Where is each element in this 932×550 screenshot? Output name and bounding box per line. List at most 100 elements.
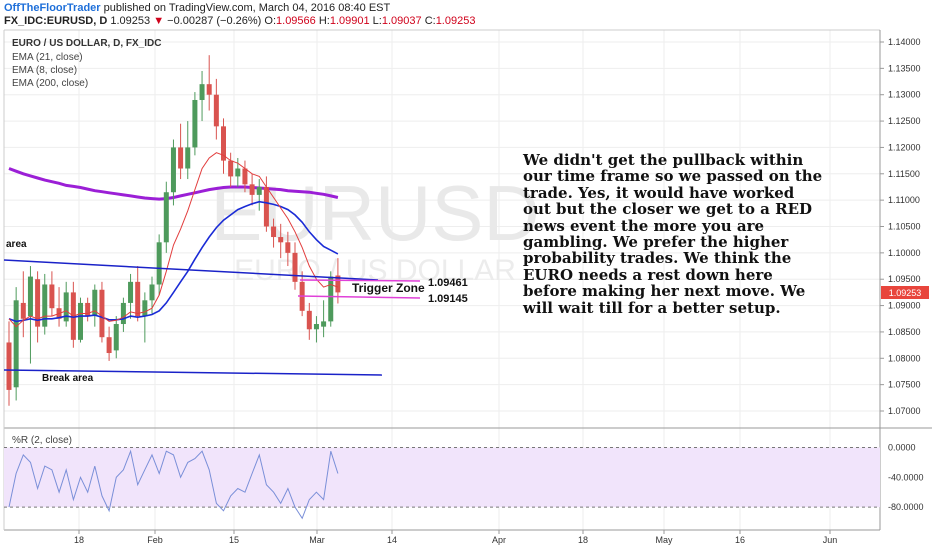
last-price: 1.09253 (110, 15, 151, 27)
candle-body (156, 242, 162, 285)
symbol-legend[interactable]: EURO / US DOLLAR, D, FX_IDC (12, 38, 162, 49)
price-tick-label: 1.07000 (888, 406, 921, 416)
wr-tick-label: -80.0000 (888, 502, 924, 512)
time-tick-label: Mar (309, 535, 325, 545)
candle-body (256, 186, 262, 195)
trigger-low-line[interactable] (297, 295, 421, 299)
open-label: O: (264, 15, 277, 27)
candle-body (306, 310, 312, 330)
candle-body (271, 226, 277, 238)
candle-body (6, 342, 12, 390)
break-area-line[interactable] (3, 369, 383, 376)
candle-body (263, 186, 269, 227)
candle-body (120, 302, 126, 325)
candle-body (106, 337, 112, 354)
grid (4, 30, 880, 530)
candle-body (13, 300, 19, 388)
close-value: 1.09253 (435, 15, 476, 27)
ema8-line (8, 152, 339, 328)
candle-body (185, 147, 191, 169)
candle-body (278, 237, 284, 243)
time-tick-label: 18 (74, 535, 84, 545)
author-link[interactable]: OffTheFloorTrader (4, 2, 101, 14)
candle-body (199, 84, 205, 100)
candle-body (49, 284, 55, 309)
candle-body (328, 276, 334, 322)
time-tick-label: 14 (387, 535, 397, 545)
time-tick-label: 16 (735, 535, 745, 545)
last-price-tag (881, 286, 929, 299)
candle-body (35, 279, 41, 327)
price-tick-label: 1.07500 (888, 380, 921, 390)
candle-body (206, 84, 212, 95)
candle-body (313, 324, 319, 330)
level-low-label: 1.09145 (428, 293, 468, 305)
open-value: 1.09566 (276, 15, 316, 27)
change-arrow-icon: ▼ (153, 15, 165, 27)
price-tick-label: 1.13500 (888, 63, 921, 73)
analysis-note: We didn't get the pullback within our ti… (523, 151, 823, 317)
candle-body (335, 275, 341, 293)
trigger-high-line[interactable] (299, 279, 421, 282)
area-label: area (6, 239, 27, 250)
candle-body (149, 284, 155, 301)
chart-header: OffTheFloorTrader published on TradingVi… (0, 0, 932, 30)
price-tick-label: 1.09500 (888, 274, 921, 284)
candle-body (178, 147, 184, 169)
wr-tick-label: -40.0000 (888, 472, 924, 482)
resistance-trendline[interactable] (3, 259, 379, 281)
low-label: L: (372, 15, 382, 27)
price-axis[interactable]: 1.14000 1.13500 1.13000 1.12500 1.12000 1.115… (880, 37, 921, 416)
price-tick-label: 1.11500 (888, 169, 920, 179)
wr-axis: 0.0000 -40.0000 -80.0000 (888, 442, 924, 512)
williams-r-line (8, 449, 339, 520)
price-tick-label: 1.13000 (888, 90, 921, 100)
high-value: 1.09901 (329, 15, 370, 27)
candle-body (235, 168, 241, 177)
candles (6, 55, 341, 406)
price-tick-label: 1.14000 (888, 37, 921, 47)
wr-tick-label: 0.0000 (888, 442, 916, 452)
close-label: C: (424, 15, 436, 27)
candle-body (221, 126, 226, 161)
candle-body (128, 281, 134, 303)
time-tick-label: Apr (492, 535, 506, 545)
time-tick-label: Feb (147, 535, 163, 545)
candle-body (78, 302, 83, 340)
candle-body (242, 168, 248, 185)
candle-body (27, 276, 33, 317)
candle-body (321, 321, 327, 327)
candle-body (213, 94, 219, 127)
candle-body (292, 252, 298, 282)
price-tick-label: 1.10500 (888, 222, 921, 232)
price-tick-label: 1.08000 (888, 353, 921, 363)
candle-body (99, 289, 105, 338)
symbol-label[interactable]: FX_IDC:EURUSD, D (4, 15, 108, 27)
candle-body (92, 289, 98, 317)
ema200-legend[interactable]: EMA (200, close) (12, 78, 89, 89)
price-tick-label: 1.12500 (888, 116, 921, 126)
candle-body (113, 324, 119, 351)
price-change: −0.00287 (−0.26%) (167, 15, 262, 27)
candle-body (135, 281, 141, 317)
ema8-legend[interactable]: EMA (8, close) (12, 65, 78, 76)
price-tick-label: 1.12000 (888, 142, 921, 152)
wr-band (4, 447, 880, 508)
time-tick-label: Jun (823, 535, 838, 545)
ema21-legend[interactable]: EMA (21, close) (12, 52, 83, 63)
candle-body (85, 302, 91, 317)
candle-body (285, 242, 291, 253)
ema21-line (8, 200, 339, 323)
candle-body (192, 99, 198, 148)
break-area-label: Break area (42, 373, 94, 384)
candle-body (163, 192, 169, 243)
wr-legend[interactable]: %R (2, close) (12, 435, 73, 446)
candle-body (228, 160, 234, 177)
low-value: 1.09037 (381, 15, 422, 27)
time-axis[interactable]: 18 Feb 15 Mar 14 Apr 18 May 16 Jun (74, 530, 837, 545)
candle-body (42, 284, 48, 327)
price-tick-label: 1.09000 (888, 301, 921, 311)
watermark-description: EURO / US DOLLAR (234, 254, 516, 287)
high-label: H: (318, 15, 330, 27)
